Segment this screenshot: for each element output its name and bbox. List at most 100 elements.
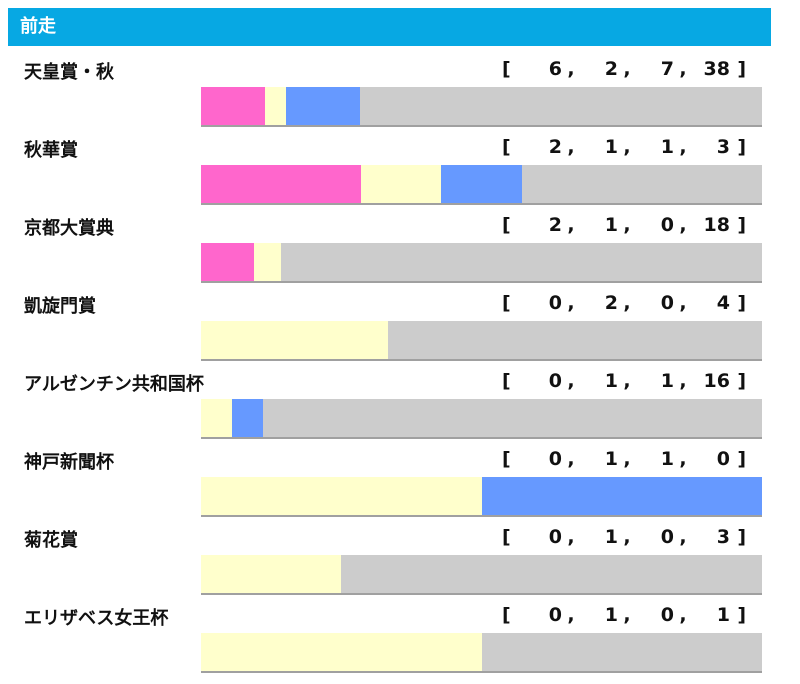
race-name: 神戸新聞杯	[24, 452, 114, 473]
bar-segment-1	[201, 243, 255, 281]
count-2: 2	[604, 58, 618, 80]
close-bracket: ]	[737, 526, 746, 548]
count-4: 3	[716, 526, 730, 548]
bar-segment-1	[201, 87, 265, 125]
close-bracket: ]	[737, 370, 746, 392]
open-bracket: [	[502, 604, 511, 626]
separator: ,	[623, 526, 631, 548]
stacked-bar	[201, 165, 762, 205]
record-counts: [0, 1, 1, 16]	[502, 370, 760, 392]
stacked-bar	[201, 87, 762, 127]
record-counts: [0, 2, 0, 4]	[502, 292, 760, 314]
count-3: 0	[660, 292, 674, 314]
count-3: 1	[660, 370, 674, 392]
close-bracket: ]	[737, 58, 746, 80]
count-2: 1	[604, 604, 618, 626]
section-title: 前走	[20, 16, 56, 37]
stacked-bar	[201, 555, 762, 595]
open-bracket: [	[502, 292, 511, 314]
separator: ,	[567, 526, 575, 548]
separator: ,	[623, 448, 631, 470]
stacked-bar	[201, 633, 762, 673]
bar-segment-2	[254, 243, 282, 281]
separator: ,	[679, 370, 687, 392]
bar-segment-2	[201, 555, 342, 593]
open-bracket: [	[502, 370, 511, 392]
count-3: 0	[660, 526, 674, 548]
bar-segment-4	[263, 399, 762, 437]
count-2: 1	[604, 136, 618, 158]
count-1: 6	[548, 58, 562, 80]
close-bracket: ]	[737, 136, 746, 158]
separator: ,	[623, 370, 631, 392]
race-name: 京都大賞典	[24, 218, 114, 239]
count-3: 7	[660, 58, 674, 80]
race-name: アルゼンチン共和国杯	[24, 374, 204, 395]
count-2: 2	[604, 292, 618, 314]
count-4: 1	[716, 604, 730, 626]
race-name: 凱旋門賞	[24, 296, 96, 317]
stacked-bar	[201, 399, 762, 439]
count-3: 1	[660, 136, 674, 158]
bar-segment-2	[264, 87, 286, 125]
close-bracket: ]	[737, 292, 746, 314]
stacked-bar	[201, 477, 762, 517]
bar-segment-3	[285, 87, 360, 125]
bar-segment-2	[201, 399, 233, 437]
open-bracket: [	[502, 136, 511, 158]
separator: ,	[567, 604, 575, 626]
section-header: 前走	[8, 8, 771, 46]
race-name: エリザベス女王杯	[24, 608, 169, 629]
race-name: 天皇賞・秋	[24, 62, 114, 83]
count-2: 1	[604, 448, 618, 470]
close-bracket: ]	[737, 604, 746, 626]
open-bracket: [	[502, 526, 511, 548]
count-3: 1	[660, 448, 674, 470]
bar-segment-4	[341, 555, 762, 593]
bar-segment-2	[201, 321, 388, 359]
bar-segment-1	[201, 165, 362, 203]
record-counts: [0, 1, 0, 3]	[502, 526, 760, 548]
count-4: 0	[716, 448, 730, 470]
close-bracket: ]	[737, 214, 746, 236]
separator: ,	[567, 58, 575, 80]
separator: ,	[567, 214, 575, 236]
close-bracket: ]	[737, 448, 746, 470]
open-bracket: [	[502, 214, 511, 236]
record-counts: [0, 1, 0, 1]	[502, 604, 760, 626]
bar-segment-3	[441, 165, 522, 203]
bar-segment-4	[521, 165, 762, 203]
bar-segment-3	[481, 477, 762, 515]
separator: ,	[567, 292, 575, 314]
bar-segment-4	[481, 633, 762, 671]
count-1: 0	[548, 448, 562, 470]
record-counts: [6, 2, 7, 38]	[502, 58, 760, 80]
separator: ,	[679, 604, 687, 626]
count-1: 0	[548, 526, 562, 548]
bar-segment-4	[281, 243, 762, 281]
separator: ,	[567, 136, 575, 158]
separator: ,	[679, 448, 687, 470]
count-4: 38	[703, 58, 730, 80]
bar-segment-2	[201, 633, 482, 671]
separator: ,	[679, 214, 687, 236]
record-counts: [2, 1, 0, 18]	[502, 214, 760, 236]
count-1: 0	[548, 292, 562, 314]
count-4: 3	[716, 136, 730, 158]
open-bracket: [	[502, 58, 511, 80]
record-counts: [2, 1, 1, 3]	[502, 136, 760, 158]
bar-segment-2	[201, 477, 482, 515]
open-bracket: [	[502, 448, 511, 470]
record-counts: [0, 1, 1, 0]	[502, 448, 760, 470]
stacked-bar	[201, 321, 762, 361]
count-4: 18	[703, 214, 730, 236]
count-1: 2	[548, 214, 562, 236]
count-1: 0	[548, 370, 562, 392]
separator: ,	[567, 448, 575, 470]
count-1: 0	[548, 604, 562, 626]
count-2: 1	[604, 526, 618, 548]
stacked-bar	[201, 243, 762, 283]
bar-segment-3	[232, 399, 264, 437]
separator: ,	[623, 604, 631, 626]
